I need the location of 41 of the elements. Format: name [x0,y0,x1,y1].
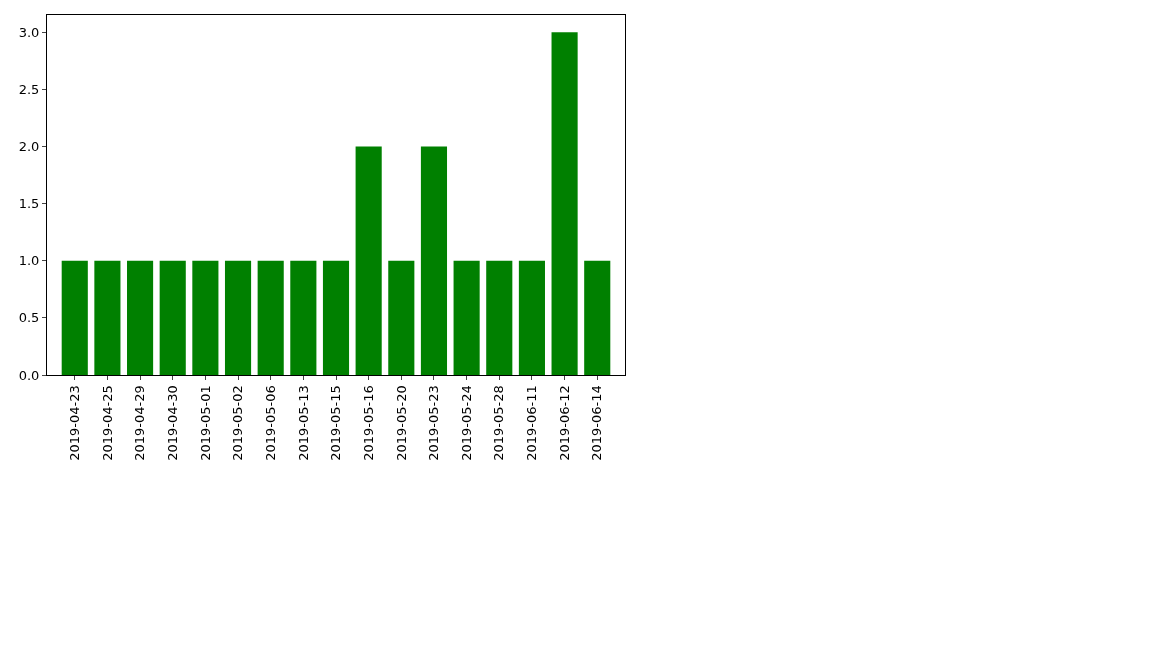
y-tick-label: 0.5 [18,310,40,326]
bar [518,260,545,375]
bar [551,32,578,375]
y-tick-label: 2.5 [18,81,40,97]
x-tick-label: 2019-05-16 [360,385,376,461]
x-tick-label: 2019-06-14 [589,385,605,461]
y-tick-label: 1.0 [18,253,40,269]
x-tick-label: 2019-05-28 [491,385,507,461]
x-tick-label: 2019-05-24 [458,385,474,461]
bar [61,260,88,375]
bar [192,260,219,375]
bar [159,260,186,375]
x-tick-label: 2019-04-29 [132,385,148,461]
bar [486,260,513,375]
bar [94,260,121,375]
x-tick-label: 2019-06-11 [524,385,540,461]
x-tick-label: 2019-06-12 [556,385,572,461]
y-tick-label: 3.0 [18,24,40,40]
y-tick-label: 0.0 [18,367,40,383]
bar [290,260,317,375]
x-tick-label: 2019-04-30 [164,385,180,461]
bar [388,260,415,375]
x-tick-label: 2019-05-20 [393,385,409,461]
bar [420,146,448,375]
bar [257,260,284,375]
bar [224,260,252,375]
x-tick-label: 2019-05-13 [295,385,311,461]
bar [127,260,154,375]
y-tick-label: 2.0 [18,138,40,154]
x-tick-label: 2019-05-01 [197,385,213,461]
x-tick-label: 2019-05-15 [328,385,344,461]
bar [453,260,480,375]
x-tick-label: 2019-05-23 [426,385,442,461]
y-tick-label: 1.5 [18,196,40,212]
bar [584,260,611,375]
x-tick-label: 2019-05-06 [262,385,278,461]
bar [355,146,382,375]
bar [322,260,350,375]
x-tick-label: 2019-04-23 [66,385,82,461]
x-tick-label: 2019-05-02 [230,385,246,461]
x-tick-label: 2019-04-25 [99,385,115,461]
